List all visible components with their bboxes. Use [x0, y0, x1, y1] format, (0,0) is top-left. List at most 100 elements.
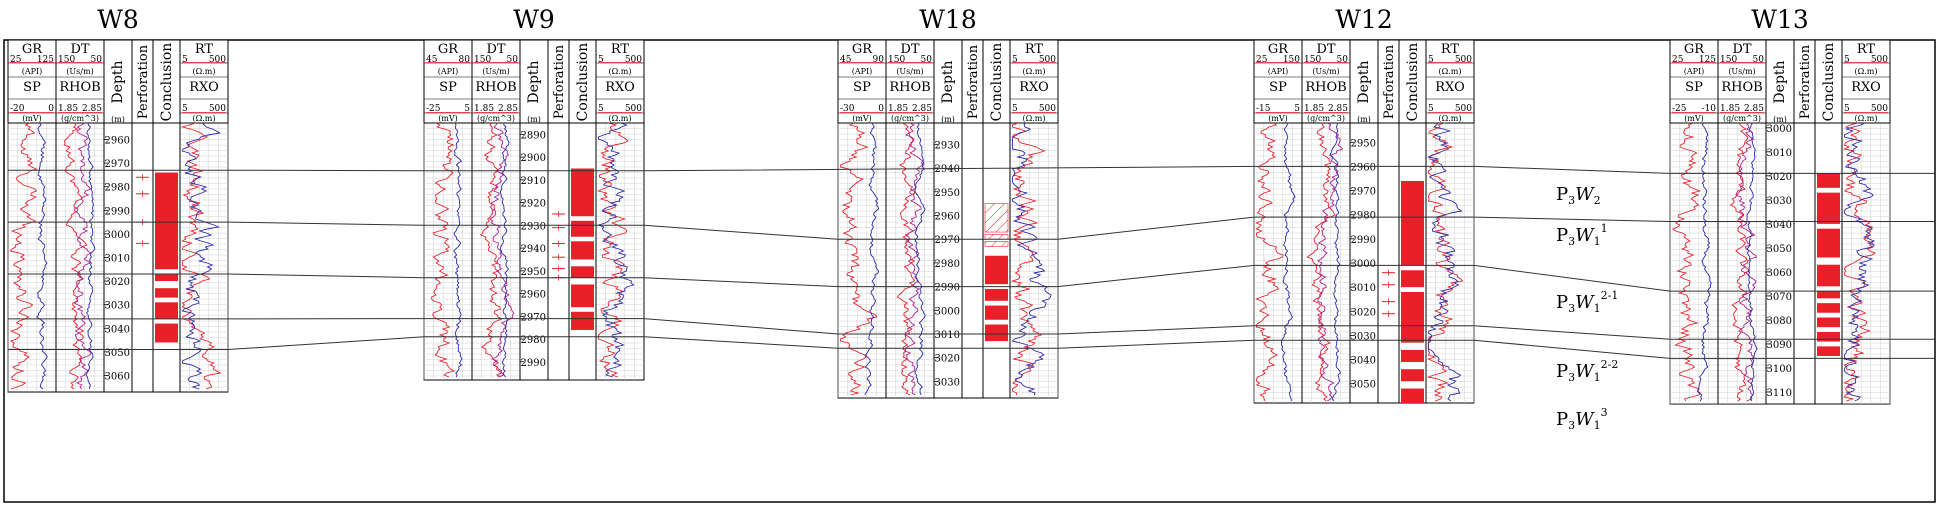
rt-min: 5 [1844, 55, 1850, 65]
depth-tick-label: 3080 [1767, 316, 1792, 327]
correlation-line [8, 264, 1935, 292]
dt-max: 50 [91, 55, 103, 65]
zone-label: P3W11 [1556, 222, 1608, 248]
well-title: W8 [97, 5, 139, 34]
oil-layer [985, 255, 1008, 285]
rxo-label: RXO [1435, 80, 1464, 95]
depth-tick-label: 3020 [105, 277, 130, 288]
oil-layer [1817, 291, 1840, 299]
dt-max: 50 [1337, 55, 1349, 65]
zone-letter: W [1575, 292, 1595, 313]
depth-tick-label: 2990 [521, 358, 546, 369]
depth-tick-label: 3040 [1351, 356, 1376, 367]
depth-tick-label: 3040 [1767, 220, 1792, 231]
depth-tick-label: 3010 [1767, 148, 1792, 159]
depth-unit: (m) [941, 115, 955, 124]
well-panel-w8: W8 GR DT 25 125 150 50 (API) (Us/m) SP RHOB -20 0 1.8… [7, 5, 229, 393]
depth-tick-label: 2950 [935, 188, 960, 199]
dt-label: DT [900, 42, 919, 57]
depth-tick-label: 3100 [1767, 364, 1792, 375]
zone-letter: W [1575, 361, 1595, 382]
zone-idx: 1 [1594, 419, 1601, 432]
correlation-line [8, 216, 1935, 240]
oil-layer [1817, 192, 1840, 224]
dt-label: DT [1732, 42, 1751, 57]
rhob-max: 2.85 [498, 104, 518, 114]
rt-max: 500 [209, 55, 226, 65]
zone-base: P [1556, 184, 1568, 205]
depth-tick-label: 2990 [105, 206, 130, 217]
gr-max: 125 [1699, 55, 1716, 65]
rxo-curve [1843, 122, 1876, 402]
rhob-unit: (g/cm^3) [61, 114, 99, 123]
oil-layer [1817, 264, 1840, 287]
perforation-label: Perforation [1382, 44, 1397, 119]
rxo-label: RXO [1019, 80, 1048, 95]
depth-tick-label: 3000 [105, 230, 130, 241]
depth-tick-label: 2930 [935, 140, 960, 151]
depth-tick-label: 2970 [521, 312, 546, 323]
sp-unit: (mV) [852, 114, 872, 123]
rxo-max: 500 [1455, 104, 1472, 114]
dt-curve [1729, 122, 1751, 402]
well-panel-w18: W18 GR DT 45 90 150 50 (API) (Us/m) SP RHOB -30 0 1.8… [837, 5, 1059, 399]
rhob-label: RHOB [59, 80, 100, 95]
conclusion-label: Conclusion [159, 43, 175, 122]
rxo-min: 5 [598, 104, 604, 114]
oil-layer [571, 168, 594, 217]
rt-unit: (Ω.m) [192, 67, 215, 76]
zone-idx: 1 [1594, 371, 1601, 384]
rxo-max: 500 [1039, 104, 1056, 114]
depth-tick-label: 3040 [105, 324, 130, 335]
gr-curve [1672, 122, 1701, 402]
dt-min: 150 [1304, 55, 1321, 65]
dt-min: 150 [888, 55, 905, 65]
rhob-min: 1.85 [474, 104, 494, 114]
depth-tick-label: 2940 [935, 164, 960, 175]
sp-min: -25 [1672, 104, 1687, 114]
depth-tick-label: 3010 [105, 254, 130, 265]
rhob-unit: (g/cm^3) [1723, 114, 1761, 123]
depth-tick-label: 3030 [1767, 196, 1792, 207]
sp-min: -20 [10, 104, 25, 114]
perforation-label: Perforation [136, 44, 151, 119]
gr-min: 45 [426, 55, 438, 65]
zone-sub: 3 [1568, 419, 1575, 432]
dt-aux-curve [1329, 122, 1341, 402]
depth-tick-label: 2900 [521, 153, 546, 164]
depth-tick-label: 3000 [935, 306, 960, 317]
depth-tick-label: 3090 [1767, 340, 1792, 351]
depth-tick-label: 3070 [1767, 292, 1792, 303]
dt-label: DT [486, 42, 505, 57]
dt-curve [1306, 122, 1336, 402]
depth-tick-label: 2970 [1351, 187, 1376, 198]
rt-min: 5 [182, 55, 188, 65]
rxo-max: 500 [209, 104, 226, 114]
rxo-label: RXO [189, 80, 218, 95]
rxo-min: 5 [1428, 104, 1434, 114]
depth-tick-label: 2960 [105, 136, 130, 147]
depth-tick-label: 2950 [1351, 138, 1376, 149]
depth-tick-label: 2890 [521, 130, 546, 141]
rhob-curve [73, 122, 92, 390]
depth-tick-label: 2970 [935, 235, 960, 246]
conclusion-label: Conclusion [1821, 43, 1837, 122]
rxo-max: 500 [1871, 104, 1888, 114]
depth-tick-label: 2990 [935, 283, 960, 294]
dt-min: 150 [1720, 55, 1737, 65]
dt-aux-curve [499, 122, 510, 378]
depth-tick-label: 2980 [105, 183, 130, 194]
depth-unit: (m) [111, 115, 125, 124]
rhob-curve [489, 122, 515, 378]
zone-sub: 3 [1568, 235, 1575, 248]
depth-tick-label: 2920 [521, 199, 546, 210]
gr-min: 25 [10, 55, 22, 65]
oil-layer [1401, 388, 1424, 403]
gr-max: 80 [459, 55, 471, 65]
rxo-curve [181, 122, 221, 390]
oil-layer [1817, 346, 1840, 356]
rhob-max: 2.85 [82, 104, 102, 114]
depth-tick-label: 3020 [935, 354, 960, 365]
sp-curve [453, 122, 463, 378]
sp-label: SP [1685, 80, 1703, 95]
